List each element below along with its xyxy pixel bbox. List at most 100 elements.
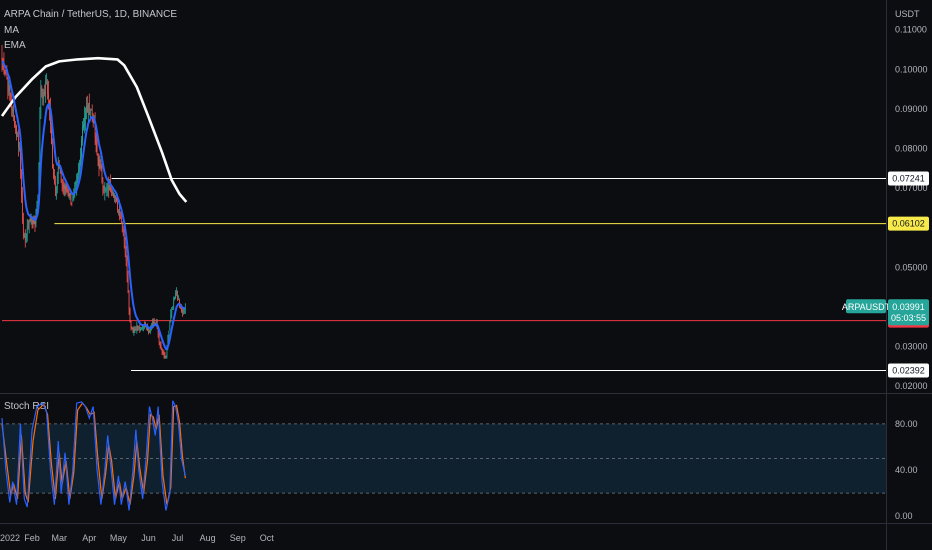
candle-body — [45, 81, 46, 97]
candle-body — [162, 351, 164, 353]
candle-body — [9, 84, 11, 96]
candle-body — [23, 234, 25, 238]
candle-body — [115, 196, 116, 198]
price-tick-label: 0.11000 — [895, 25, 927, 35]
symbol-title: ARPA Chain / TetherUS, 1D, BINANCE — [4, 9, 178, 20]
candle-body — [125, 252, 127, 262]
time-tick-label: 2022 — [0, 533, 20, 543]
candle-body — [87, 106, 88, 112]
candle-body — [141, 327, 143, 330]
ma-series-line — [0, 56, 188, 203]
candle-body — [55, 187, 57, 197]
candle-body — [14, 115, 15, 128]
candle-body — [69, 193, 71, 196]
candle-body — [54, 175, 55, 184]
ema-series-line — [1, 60, 186, 351]
candle-body — [182, 310, 183, 312]
symbol-tag — [846, 299, 886, 314]
candle-body — [176, 291, 177, 293]
candle-body — [171, 308, 173, 314]
stoch-rsi-label[interactable]: Stoch RSI — [4, 401, 50, 412]
time-tick-label: Aug — [200, 533, 216, 543]
candle-body — [13, 109, 14, 115]
candle-body — [44, 90, 46, 96]
candle-body — [85, 110, 86, 119]
candles — [1, 44, 186, 359]
candle-body — [100, 166, 102, 169]
candle-body — [71, 201, 73, 203]
candle-body — [135, 329, 137, 331]
level-price-label: 0.07241 — [892, 174, 925, 184]
level-price-tag — [888, 216, 929, 231]
candle-body — [56, 174, 58, 189]
candle-body — [183, 309, 184, 311]
time-tick-label: Jul — [172, 533, 184, 543]
candle-body — [95, 135, 97, 143]
candle-body — [179, 299, 180, 307]
ma-indicator-label[interactable]: MA — [4, 25, 19, 36]
candle-body — [15, 126, 16, 128]
candle-body — [165, 356, 167, 358]
candle-body — [133, 329, 135, 333]
candle-body — [149, 330, 150, 333]
time-tick-label: Feb — [24, 533, 40, 543]
candle-body — [99, 165, 101, 167]
candle-body — [76, 181, 78, 187]
candle-body — [109, 184, 111, 191]
candle-body — [159, 341, 161, 345]
candle-body — [136, 325, 138, 331]
candle-body — [155, 320, 157, 323]
candle-body — [101, 167, 103, 180]
candle-body — [27, 225, 29, 228]
candle-body — [169, 321, 171, 330]
candle-body — [91, 111, 93, 115]
candle-body — [53, 167, 54, 177]
candle-body — [90, 108, 92, 111]
candle-body — [17, 135, 18, 137]
candle-body — [78, 169, 79, 175]
candle-body — [77, 175, 79, 183]
candle-body — [134, 329, 136, 331]
candle-body — [172, 306, 174, 309]
candle-body — [157, 329, 159, 335]
candle-body — [184, 309, 185, 311]
candle-body — [1, 57, 3, 62]
candle-body — [79, 163, 80, 171]
stoch-tick-label: 0.00 — [895, 511, 913, 521]
candle-body — [113, 192, 114, 197]
candle-body — [121, 221, 123, 232]
candle-body — [118, 209, 119, 211]
candle-body — [8, 86, 10, 92]
stoch-tick-label: 40.00 — [895, 465, 918, 475]
candle-body — [148, 330, 149, 333]
candle-body — [87, 103, 89, 114]
candle-body — [154, 322, 156, 324]
candle-body — [60, 171, 62, 182]
candle-body — [10, 94, 12, 104]
candle-body — [89, 110, 91, 117]
candle-body — [6, 72, 8, 80]
candle-body — [112, 192, 113, 194]
candle-body — [41, 87, 43, 92]
candle-body — [38, 162, 40, 199]
candle-body — [24, 233, 26, 240]
candle-body — [26, 226, 28, 237]
candle-body — [22, 196, 23, 221]
currency-label: USDT — [895, 9, 920, 19]
candle-body — [16, 126, 17, 136]
candle-body — [143, 325, 144, 327]
stoch-rsi-pane: 0.00 40.00 80.00 — [0, 400, 918, 521]
candle-body — [32, 221, 34, 224]
stoch-tick-label: 80.00 — [895, 419, 918, 429]
candle-body — [21, 171, 22, 198]
candle-body — [167, 338, 169, 347]
time-tick-label: May — [110, 533, 128, 543]
price-tick-label: 0.09000 — [895, 104, 928, 114]
candle-body — [47, 83, 48, 94]
candle-body — [96, 141, 98, 156]
ema-indicator-label[interactable]: EMA — [4, 40, 26, 51]
candle-body — [164, 355, 166, 358]
level-price-label: 0.06102 — [892, 219, 925, 229]
